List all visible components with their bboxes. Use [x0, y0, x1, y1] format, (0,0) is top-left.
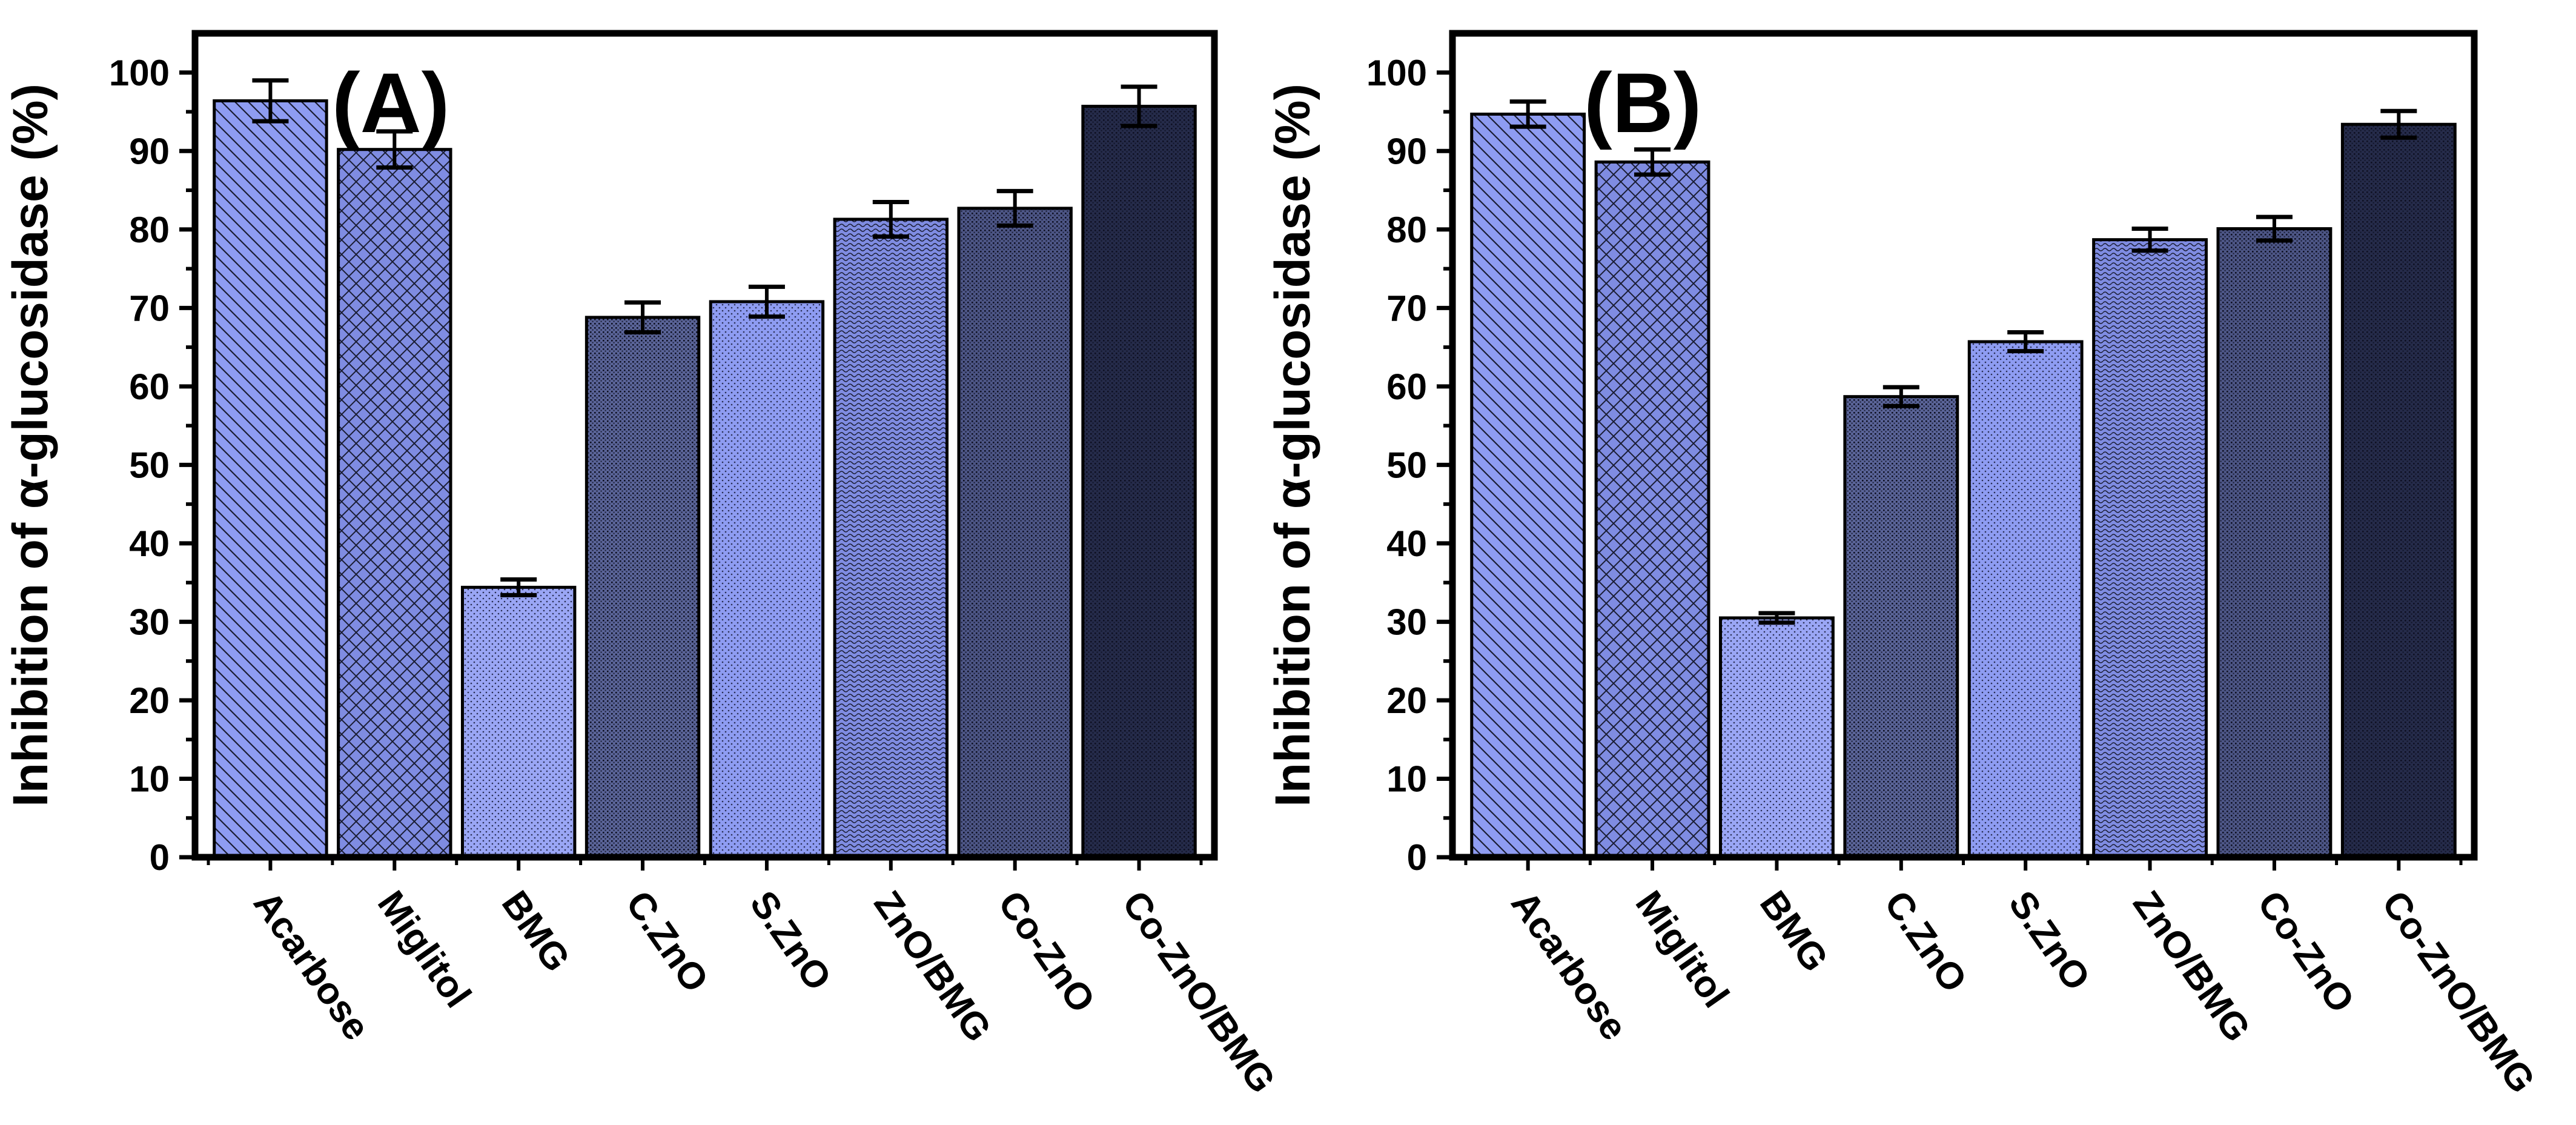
- y-tick-label-0: 0: [150, 837, 170, 878]
- bar-acarbose: [1470, 112, 1586, 859]
- bar-miglitol: [337, 148, 452, 859]
- y-tick-label-40: 40: [1386, 523, 1427, 564]
- x-tick-label-1: Miglitol: [1627, 883, 1737, 1015]
- y-tick-label-30: 30: [1386, 602, 1427, 642]
- panel-label: (A): [332, 55, 449, 150]
- bar-c-zno: [1843, 395, 1959, 859]
- bar-co-zno-bmg: [2340, 122, 2457, 859]
- y-tick-label-30: 30: [129, 602, 170, 642]
- y-tick-label-40: 40: [129, 523, 170, 564]
- bar-zno-bmg: [833, 217, 949, 859]
- bar-co-zno: [957, 207, 1073, 859]
- x-tick-label-4: S.ZnO: [741, 883, 839, 998]
- bar-acarbose: [213, 99, 328, 859]
- x-tick-label-5: ZnO/BMG: [2125, 883, 2258, 1049]
- bar-bmg: [1719, 616, 1835, 859]
- y-tick-label-10: 10: [1386, 758, 1427, 799]
- bar-s-zno: [709, 300, 825, 859]
- y-tick-label-100: 100: [109, 53, 170, 93]
- y-tick-label-20: 20: [1386, 680, 1427, 721]
- y-axis-label: Inhibition of α-glucosidase (%): [3, 84, 58, 807]
- y-tick-label-10: 10: [129, 758, 170, 799]
- y-tick-label-90: 90: [1386, 131, 1427, 171]
- y-tick-label-20: 20: [129, 680, 170, 721]
- bar-zno-bmg: [2092, 238, 2208, 859]
- x-tick-label-7: Co-ZnO/BMG: [2374, 883, 2543, 1100]
- y-tick-label-70: 70: [1386, 288, 1427, 328]
- x-tick-label-5: ZnO/BMG: [866, 883, 999, 1049]
- x-tick-label-4: S.ZnO: [2001, 883, 2098, 998]
- y-tick-label-60: 60: [1386, 367, 1427, 407]
- x-tick-label-0: Acarbose: [1503, 883, 1635, 1047]
- bar-bmg: [460, 585, 577, 859]
- panel-label: (B): [1584, 55, 1701, 150]
- x-tick-label-0: Acarbose: [245, 883, 378, 1047]
- bar-s-zno: [1967, 340, 2084, 859]
- y-tick-label-80: 80: [1386, 210, 1427, 250]
- y-axis-label: Inhibition of α-glucosidase (%): [1265, 84, 1320, 807]
- y-tick-label-0: 0: [1407, 837, 1427, 878]
- x-tick-label-1: Miglitol: [369, 883, 479, 1015]
- y-tick-label-100: 100: [1366, 53, 1427, 93]
- x-tick-label-7: Co-ZnO/BMG: [1114, 883, 1283, 1100]
- y-tick-label-50: 50: [1386, 445, 1427, 485]
- x-tick-label-6: Co-ZnO: [2249, 883, 2362, 1020]
- x-tick-label-2: BMG: [1752, 883, 1836, 979]
- x-tick-label-6: Co-ZnO: [990, 883, 1103, 1020]
- bar-c-zno: [584, 316, 701, 859]
- bar-miglitol: [1594, 160, 1710, 859]
- y-tick-label-90: 90: [129, 131, 170, 171]
- x-tick-label-2: BMG: [494, 883, 578, 979]
- y-tick-label-50: 50: [129, 445, 170, 485]
- y-tick-label-80: 80: [129, 210, 170, 250]
- bar-co-zno: [2216, 227, 2333, 859]
- x-tick-label-3: C.ZnO: [1876, 883, 1975, 1000]
- bar-co-zno-bmg: [1081, 104, 1197, 859]
- y-tick-label-60: 60: [129, 367, 170, 407]
- y-tick-label-70: 70: [129, 288, 170, 328]
- x-tick-label-3: C.ZnO: [618, 883, 717, 1000]
